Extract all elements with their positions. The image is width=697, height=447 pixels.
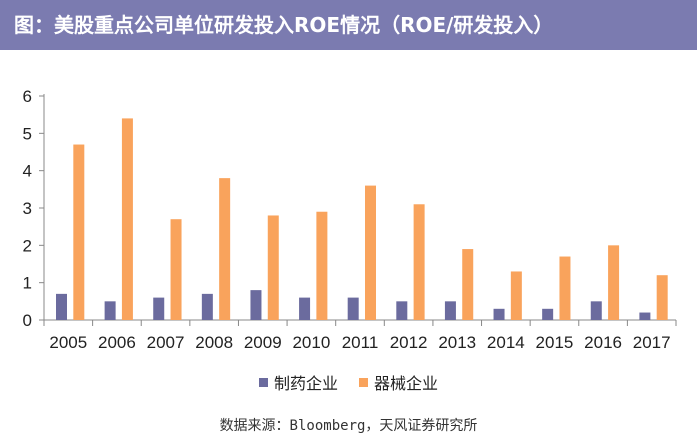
bar-device xyxy=(413,204,425,320)
bar-device xyxy=(73,144,85,320)
y-tick-label: 5 xyxy=(23,124,32,143)
x-tick-label: 2013 xyxy=(438,333,476,352)
bar-device xyxy=(219,178,231,320)
legend-item-pharma: 制药企业 xyxy=(258,370,338,394)
y-tick-label: 6 xyxy=(23,87,32,106)
bar-pharma xyxy=(444,301,456,320)
x-tick-label: 2010 xyxy=(292,333,330,352)
x-tick-label: 2009 xyxy=(244,333,282,352)
bar-pharma xyxy=(493,308,505,320)
legend-label-pharma: 制药企业 xyxy=(273,374,338,393)
legend-label-device: 器械企业 xyxy=(374,374,439,393)
bar-device xyxy=(656,275,668,320)
x-tick-label: 2014 xyxy=(487,333,525,352)
x-tick-label: 2012 xyxy=(390,333,428,352)
y-tick-label: 2 xyxy=(23,236,32,255)
source-note: 数据来源：Bloomberg，天风证券研究所 xyxy=(219,418,478,434)
x-tick-label: 2015 xyxy=(536,333,574,352)
bar-pharma xyxy=(153,297,165,320)
bar-device xyxy=(365,185,376,320)
x-tick-label: 2007 xyxy=(147,333,185,352)
bar-device xyxy=(462,249,474,320)
bar-device xyxy=(121,118,133,321)
y-tick-label: 0 xyxy=(23,311,32,330)
bar-pharma xyxy=(299,297,311,320)
bar-device xyxy=(316,211,328,320)
x-tick-label: 2008 xyxy=(195,333,233,352)
bar-pharma xyxy=(639,312,651,320)
y-tick-label: 3 xyxy=(23,199,32,218)
bar-pharma xyxy=(201,293,213,320)
x-tick-label: 2006 xyxy=(98,333,136,352)
x-tick-label: 2016 xyxy=(584,333,622,352)
bar-chart: 0 1 2 3 4 5 6 2005 2006 2007 2008 2009 2010 2011 2012 2… xyxy=(23,87,677,352)
y-tick-label: 1 xyxy=(23,274,32,293)
bar-pharma xyxy=(104,301,116,320)
bar-pharma xyxy=(347,297,359,320)
bar-device xyxy=(510,271,522,320)
bar-pharma xyxy=(542,308,554,320)
bar-pharma xyxy=(250,290,262,320)
bar-pharma xyxy=(396,301,408,320)
bar-pharma xyxy=(56,293,67,320)
bar-device xyxy=(170,219,182,320)
bar-device xyxy=(267,215,279,320)
legend: 制药企业 器械企业 xyxy=(0,370,697,394)
chart-title: 图：美股重点公司单位研发投入ROE情况（ROE/研发投入） xyxy=(0,0,697,50)
bar-device xyxy=(559,256,571,320)
legend-swatch-device xyxy=(359,377,369,387)
x-tick-label: 2017 xyxy=(633,333,671,352)
bar-device xyxy=(608,245,620,320)
y-tick-label: 4 xyxy=(23,162,32,181)
bar-pharma xyxy=(590,301,602,320)
legend-swatch-pharma xyxy=(258,377,268,387)
x-tick-label: 2011 xyxy=(342,333,379,352)
x-tick-label: 2005 xyxy=(49,333,87,352)
legend-item-device: 器械企业 xyxy=(359,370,438,394)
